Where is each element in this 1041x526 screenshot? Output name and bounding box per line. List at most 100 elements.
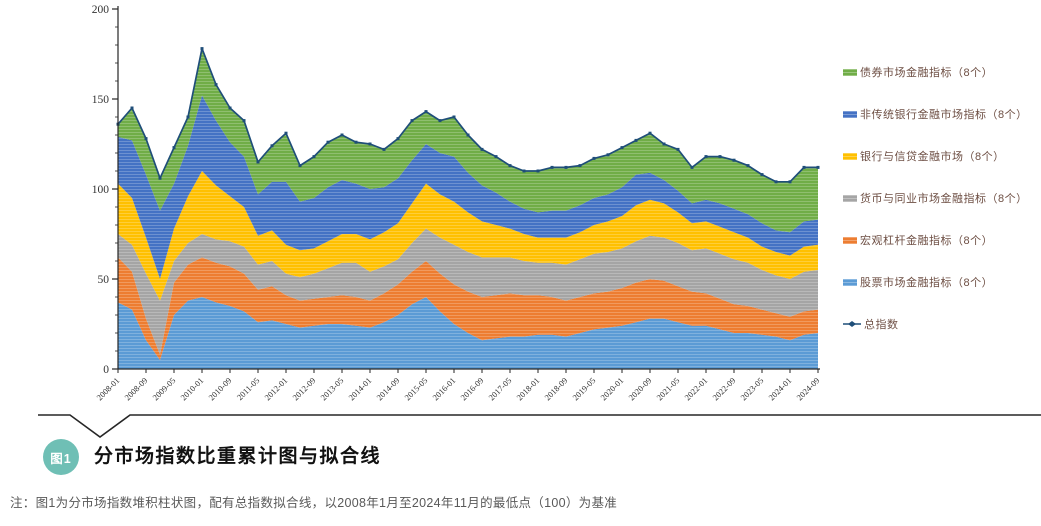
x-tick-label: 2020-01 (598, 375, 625, 402)
legend-swatch-icon (843, 194, 857, 202)
total-line-marker (368, 142, 372, 146)
legend-swatch-icon (843, 110, 857, 118)
total-line-marker (480, 147, 484, 151)
total-line-marker (760, 173, 764, 177)
total-line-marker (466, 133, 470, 137)
total-line-marker (732, 158, 736, 162)
total-line-marker (410, 119, 414, 123)
total-line-marker (592, 156, 596, 160)
total-line-marker (284, 131, 288, 135)
total-line-marker (130, 106, 134, 110)
total-line-marker (578, 164, 582, 168)
total-line-marker (396, 137, 400, 141)
total-line-marker (354, 140, 358, 144)
total-line-marker (438, 119, 442, 123)
x-tick-label: 2010-01 (178, 375, 205, 402)
total-line-marker (704, 155, 708, 159)
total-line-marker (718, 155, 722, 159)
legend-label: 宏观杠杆金融指标（8个） (860, 235, 994, 247)
total-line-marker (606, 153, 610, 157)
legend-label: 总指数 (864, 319, 899, 331)
y-tick-label: 200 (92, 4, 110, 16)
total-line-marker (186, 115, 190, 119)
legend-item-0: 债券市场金融指标（8个） (843, 65, 1028, 79)
figure-badge: 图1 (43, 439, 79, 475)
legend-swatch-icon (843, 278, 857, 286)
legend-swatch-icon (843, 152, 857, 160)
total-line-marker (550, 165, 554, 169)
legend-label: 货币与同业市场金融指标（8个） (860, 193, 1028, 205)
x-tick-label: 2019-05 (570, 375, 597, 402)
x-tick-label: 2020-09 (626, 375, 653, 402)
y-tick-label: 100 (92, 184, 110, 196)
total-line-marker (508, 164, 512, 168)
total-line-marker (382, 147, 386, 151)
total-line-marker (270, 144, 274, 148)
x-tick-label: 2022-01 (682, 375, 709, 402)
total-line-marker (214, 83, 218, 87)
y-tick-label: 50 (98, 274, 110, 286)
figure-note: 注：图1为分市场指数堆积柱状图，配有总指数拟合线，以2008年1月至2024年1… (10, 496, 618, 510)
legend-swatch-icon (843, 68, 857, 76)
x-tick-label: 2018-01 (514, 375, 541, 402)
x-tick-label: 2012-09 (290, 375, 317, 402)
total-line-marker (676, 147, 680, 151)
y-tick-label: 0 (103, 364, 109, 376)
x-tick-label: 2016-09 (458, 375, 485, 402)
total-line-marker (746, 164, 750, 168)
x-tick-label: 2016-01 (430, 375, 457, 402)
x-tick-label: 2022-09 (710, 375, 737, 402)
total-line-marker (312, 155, 316, 159)
legend-line-marker-icon (843, 321, 861, 327)
y-tick-label: 150 (92, 94, 110, 106)
total-line-marker (662, 142, 666, 146)
legend-item-6: 总指数 (843, 317, 1028, 331)
x-tick-label: 2018-09 (542, 375, 569, 402)
x-tick-label: 2017-05 (486, 375, 513, 402)
x-tick-label: 2008-09 (122, 375, 149, 402)
x-tick-label: 2024-01 (766, 375, 793, 402)
legend-label: 债券市场金融指标（8个） (860, 67, 994, 79)
legend-label: 股票市场金融指标（8个） (860, 277, 994, 289)
total-line-marker (326, 140, 330, 144)
x-tick-label: 2012-01 (262, 375, 289, 402)
total-line-marker (774, 180, 778, 184)
total-index-line (116, 47, 820, 184)
total-line-marker (200, 47, 204, 51)
x-tick-label: 2021-05 (654, 375, 681, 402)
total-line-marker (564, 165, 568, 169)
legend-item-5: 股票市场金融指标（8个） (843, 275, 1028, 289)
area-texture-overlay (118, 9, 820, 369)
legend-label: 非传统银行金融市场指标（8个） (860, 109, 1028, 121)
total-line-marker (634, 138, 638, 142)
legend-label: 银行与信贷金融市场（8个） (860, 151, 1005, 163)
total-line-marker (452, 115, 456, 119)
total-line-marker (788, 180, 792, 184)
total-line-marker (340, 133, 344, 137)
total-line-marker (522, 169, 526, 173)
x-tick-label: 2024-09 (794, 375, 821, 402)
total-line-marker (144, 137, 148, 141)
legend-item-4: 宏观杠杆金融指标（8个） (843, 233, 1028, 247)
total-line-marker (690, 165, 694, 169)
section-divider-line (38, 414, 1041, 438)
x-tick-label: 2009-05 (150, 375, 177, 402)
total-line-marker (424, 110, 428, 114)
total-line-marker (228, 106, 232, 110)
total-line-marker (298, 164, 302, 168)
x-tick-label: 2014-09 (374, 375, 401, 402)
legend-swatch-icon (843, 236, 857, 244)
total-line-marker (172, 146, 176, 150)
x-tick-label: 2015-05 (402, 375, 429, 402)
legend-item-1: 非传统银行金融市场指标（8个） (843, 107, 1028, 121)
figure-title: 分市场指数比重累计图与拟合线 (94, 446, 382, 467)
total-line-marker (494, 155, 498, 159)
total-line-marker (802, 165, 806, 169)
legend-item-3: 货币与同业市场金融指标（8个） (843, 191, 1028, 205)
total-line-marker (242, 119, 246, 123)
total-line-marker (536, 169, 540, 173)
total-line-marker (620, 146, 624, 150)
x-tick-label: 2023-05 (738, 375, 765, 402)
